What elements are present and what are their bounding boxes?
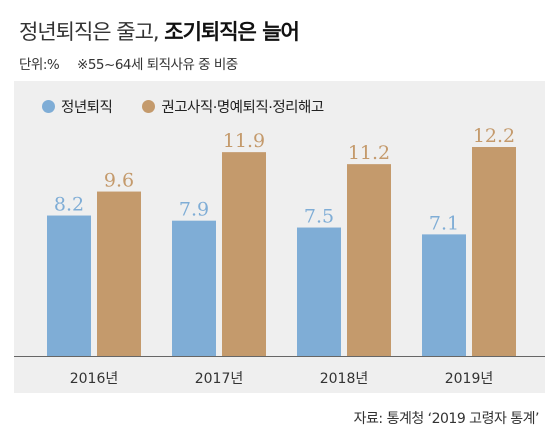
legend: 정년퇴직 권고사직·명예퇴직·정리해고	[42, 96, 324, 116]
title-part-2: 조기퇴직은 늘어	[164, 20, 300, 44]
source-note: 자료: 통계청 ‘2019 고령자 통계’	[353, 411, 540, 427]
legend-dot-series-2	[142, 99, 156, 113]
x-tick-label-3: 2018년	[320, 371, 369, 387]
data-label-2-1: 9.6	[104, 170, 134, 192]
data-label-1-3: 7.5	[304, 206, 334, 228]
bar-2-3	[347, 164, 391, 356]
legend-label-series-1: 정년퇴직	[61, 99, 113, 116]
unit-line: 단위:% ※55~64세 퇴직사유 중 비중	[19, 53, 238, 73]
legend-label-series-2: 권고사직·명예퇴직·정리해고	[161, 99, 324, 116]
data-label-1-4: 7.1	[429, 212, 459, 234]
chart-title: 정년퇴직은 줄고, 조기퇴직은 늘어	[19, 16, 300, 46]
x-tick-label-2: 2017년	[195, 371, 244, 387]
bar-1-2	[172, 220, 216, 356]
bar-2-1	[97, 191, 141, 356]
data-label-1-2: 7.9	[179, 199, 209, 221]
legend-item-series-1: 정년퇴직	[42, 96, 113, 117]
unit-note: ※55~64세 퇴직사유 중 비중	[77, 57, 238, 73]
bar-1-1	[47, 215, 91, 356]
data-label-2-2: 11.9	[223, 130, 265, 152]
legend-dot-series-1	[42, 99, 55, 113]
x-tick-label-1: 2016년	[70, 371, 119, 387]
data-label-2-3: 11.2	[348, 142, 390, 164]
bar-1-4	[422, 234, 466, 356]
bar-2-2	[222, 152, 266, 356]
bar-1-3	[297, 227, 341, 356]
data-label-2-4: 12.2	[473, 125, 515, 147]
unit-label: 단위:%	[19, 57, 60, 73]
data-label-1-1: 8.2	[54, 194, 84, 216]
title-part-1: 정년퇴직은 줄고,	[19, 20, 160, 44]
x-tick-label-4: 2019년	[445, 371, 494, 387]
legend-item-series-2: 권고사직·명예퇴직·정리해고	[142, 96, 324, 117]
bar-2-4	[472, 147, 516, 356]
